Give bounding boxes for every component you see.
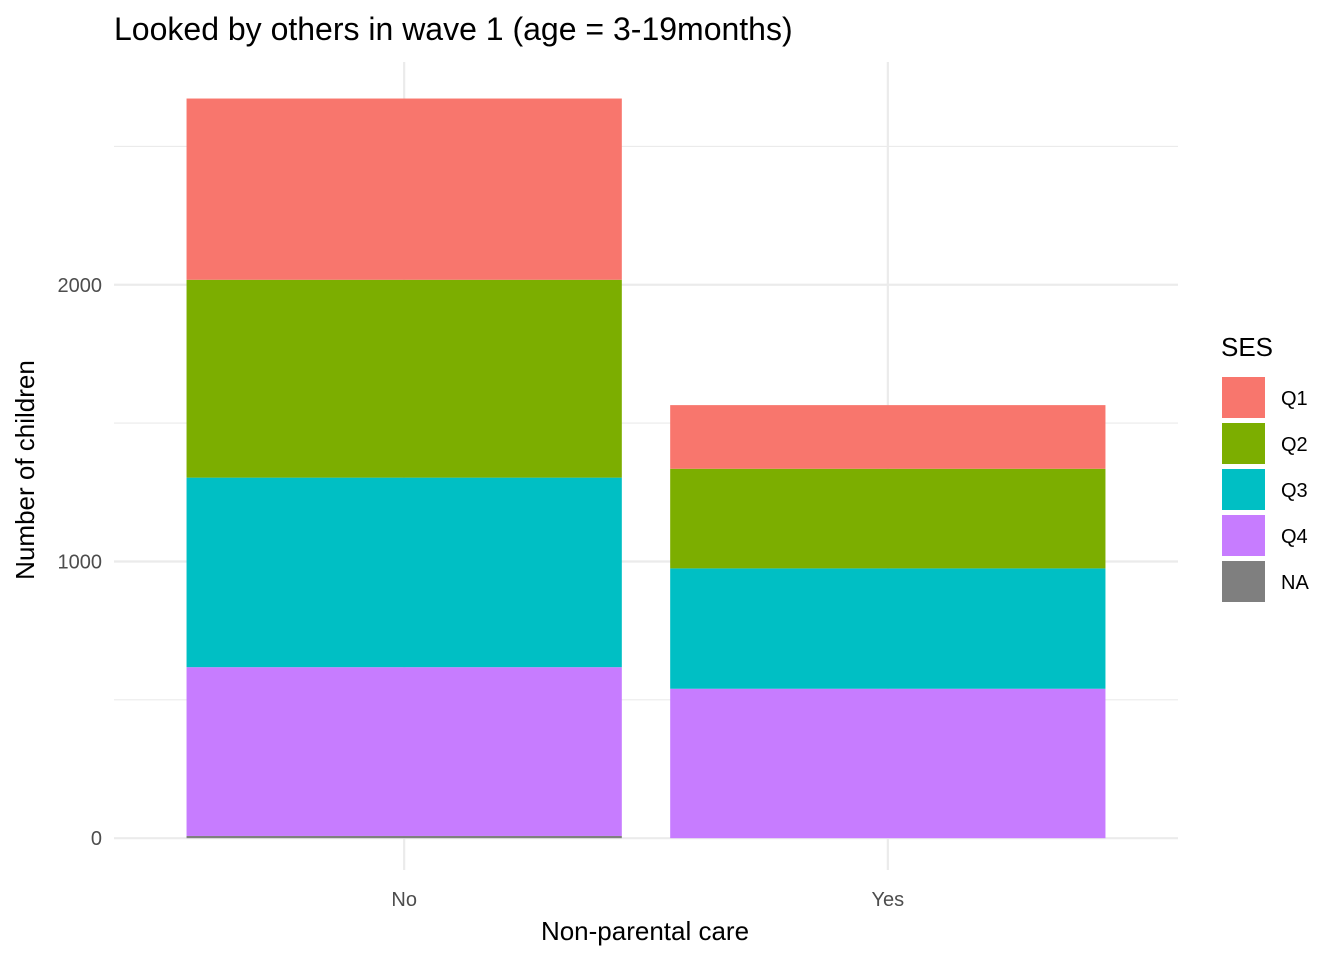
bar-segment-yes-q4 [670, 688, 1106, 839]
legend: SES Q1 Q2 Q3 Q4 NA [1221, 332, 1309, 602]
y-axis-title: Number of children [10, 360, 40, 580]
bar-segment-yes-q3 [670, 568, 1106, 689]
legend-label-q4: Q4 [1281, 526, 1308, 548]
y-tick-label: 2000 [58, 275, 103, 297]
bars [186, 98, 1106, 839]
legend-swatch-q3 [1222, 469, 1265, 510]
y-tick-label: 1000 [58, 551, 103, 573]
legend-swatch-q1 [1222, 377, 1265, 418]
legend-swatch-na [1222, 561, 1265, 602]
legend-swatch-q4 [1222, 515, 1265, 556]
legend-label-na: NA [1281, 572, 1309, 594]
y-tick-label: 0 [91, 828, 102, 850]
bar-segment-no-na [186, 835, 622, 839]
legend-label-q1: Q1 [1281, 388, 1308, 410]
legend-title: SES [1221, 332, 1273, 362]
bar-segment-no-q2 [186, 279, 622, 478]
legend-label-q3: Q3 [1281, 480, 1308, 502]
x-tick-label: No [391, 889, 417, 911]
bar-segment-yes-q1 [670, 405, 1106, 469]
legend-label-q2: Q2 [1281, 434, 1308, 456]
legend-swatch-q2 [1222, 423, 1265, 464]
x-axis: No Yes [391, 889, 904, 911]
bar-segment-no-q1 [186, 98, 622, 280]
x-tick-label: Yes [871, 889, 904, 911]
x-axis-title: Non-parental care [541, 916, 749, 946]
bar-segment-yes-q2 [670, 468, 1106, 569]
bar-segment-no-q3 [186, 477, 622, 668]
bar-segment-no-q4 [186, 667, 622, 836]
y-axis: 0 1000 2000 [58, 275, 103, 850]
chart-title: Looked by others in wave 1 (age = 3-19mo… [114, 11, 793, 47]
